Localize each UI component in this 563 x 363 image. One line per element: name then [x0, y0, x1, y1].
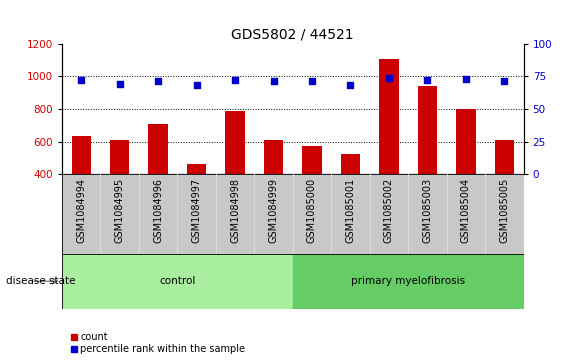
Bar: [446, 174, 485, 254]
Bar: [341, 154, 360, 240]
Text: primary myelofibrosis: primary myelofibrosis: [351, 276, 465, 286]
Legend: count, percentile rank within the sample: count, percentile rank within the sample: [67, 329, 249, 358]
Text: GSM1084995: GSM1084995: [115, 178, 124, 243]
Point: [461, 76, 470, 82]
Bar: [456, 109, 476, 240]
Text: control: control: [159, 276, 195, 286]
Text: GSM1084998: GSM1084998: [230, 178, 240, 243]
Bar: [62, 254, 293, 309]
Bar: [225, 110, 245, 240]
Point: [385, 75, 394, 81]
Text: GSM1084999: GSM1084999: [269, 178, 279, 243]
Point: [231, 77, 240, 83]
Text: disease state: disease state: [6, 276, 75, 286]
Point: [500, 78, 509, 84]
Text: GSM1085001: GSM1085001: [346, 178, 355, 243]
Bar: [379, 59, 399, 240]
Bar: [408, 174, 446, 254]
Bar: [495, 140, 514, 240]
Point: [346, 82, 355, 88]
Text: GSM1084997: GSM1084997: [191, 178, 202, 243]
Point: [423, 77, 432, 83]
Bar: [485, 174, 524, 254]
Bar: [62, 174, 100, 254]
Text: GSM1085005: GSM1085005: [499, 178, 510, 244]
Text: GSM1085000: GSM1085000: [307, 178, 317, 243]
Text: GSM1085003: GSM1085003: [422, 178, 432, 243]
Bar: [216, 174, 254, 254]
Bar: [254, 174, 293, 254]
Point: [154, 78, 163, 84]
Bar: [177, 174, 216, 254]
Text: GSM1085002: GSM1085002: [384, 178, 394, 244]
Bar: [331, 174, 370, 254]
Bar: [139, 174, 177, 254]
Bar: [293, 174, 331, 254]
Bar: [370, 174, 408, 254]
Text: GSM1084996: GSM1084996: [153, 178, 163, 243]
Bar: [418, 86, 437, 240]
Point: [192, 82, 201, 88]
Bar: [187, 164, 206, 240]
Point: [77, 77, 86, 83]
Point: [269, 78, 278, 84]
Bar: [72, 136, 91, 240]
Text: GSM1085004: GSM1085004: [461, 178, 471, 243]
Bar: [264, 140, 283, 240]
Bar: [302, 146, 321, 240]
Point: [115, 81, 124, 87]
Title: GDS5802 / 44521: GDS5802 / 44521: [231, 27, 354, 41]
Bar: [100, 174, 139, 254]
Bar: [149, 125, 168, 240]
Text: GSM1084994: GSM1084994: [76, 178, 86, 243]
Bar: [293, 254, 524, 309]
Point: [307, 78, 316, 84]
Bar: [110, 140, 129, 240]
